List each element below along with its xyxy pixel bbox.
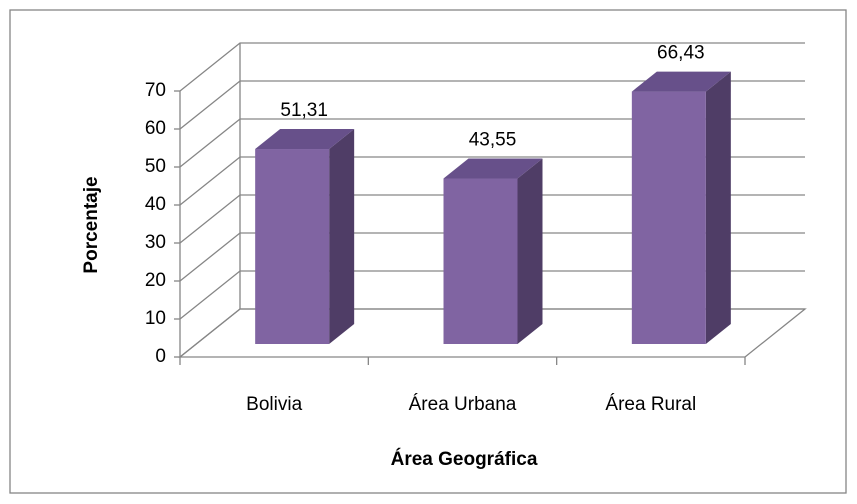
x-tick-label: Bolivia: [246, 394, 302, 415]
grid-line: [179, 270, 805, 320]
grid-line: [179, 194, 805, 244]
y-tick-label: 20: [145, 270, 166, 291]
bar-top: [631, 71, 731, 92]
y-axis-title: Porcentaje: [81, 176, 102, 273]
bar-side: [705, 71, 731, 344]
grid-line: [179, 232, 805, 282]
grid-line: [179, 42, 805, 92]
bar-side: [329, 129, 355, 344]
x-axis-title: Área Geográfica: [391, 448, 538, 470]
y-tick-label: 70: [145, 80, 166, 101]
bar: [443, 178, 518, 344]
x-tick-label: Área Urbana: [409, 394, 517, 415]
bar-side: [517, 158, 543, 344]
y-tick-label: 0: [155, 346, 166, 367]
grid-line: [179, 156, 805, 206]
x-tick-label: Área Rural: [605, 394, 696, 415]
y-tick-label: 30: [145, 232, 166, 253]
bar-top: [443, 158, 543, 179]
value-label: 66,43: [657, 43, 705, 64]
value-label: 51,31: [280, 100, 328, 121]
y-tick-label: 60: [145, 118, 166, 139]
bar: [631, 91, 706, 344]
bar-top: [255, 129, 355, 150]
grid-line: [179, 308, 805, 358]
bar: [255, 149, 330, 344]
grid-line: [179, 118, 805, 168]
grid-line: [179, 80, 805, 130]
y-tick-label: 40: [145, 194, 166, 215]
y-tick-label: 10: [145, 308, 166, 329]
value-label: 43,55: [469, 130, 517, 151]
y-tick-label: 50: [145, 156, 166, 177]
